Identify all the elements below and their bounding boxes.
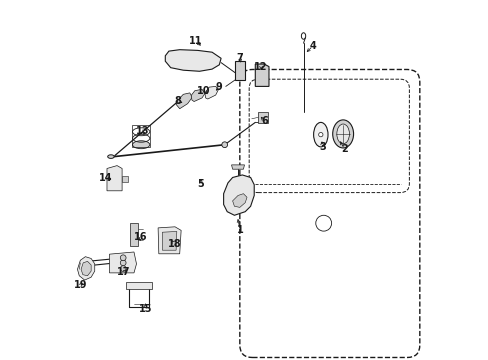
Polygon shape (223, 175, 254, 215)
Polygon shape (232, 194, 246, 207)
Polygon shape (109, 252, 136, 273)
Text: 7: 7 (236, 53, 243, 63)
Text: 2: 2 (341, 144, 347, 154)
Polygon shape (204, 86, 218, 99)
Circle shape (318, 132, 322, 137)
Polygon shape (255, 64, 268, 86)
Text: 13: 13 (135, 126, 149, 136)
Ellipse shape (313, 122, 327, 147)
Polygon shape (107, 166, 122, 191)
Text: 4: 4 (309, 41, 316, 51)
Text: 9: 9 (216, 82, 222, 92)
Polygon shape (126, 282, 152, 289)
Polygon shape (231, 165, 244, 169)
Text: 1: 1 (236, 225, 243, 235)
Text: 3: 3 (318, 141, 325, 152)
Polygon shape (130, 223, 138, 246)
Text: 12: 12 (254, 62, 267, 72)
Polygon shape (122, 176, 127, 182)
Text: 19: 19 (73, 280, 87, 290)
Ellipse shape (107, 155, 114, 158)
Text: 16: 16 (134, 232, 147, 242)
Circle shape (120, 266, 126, 271)
Polygon shape (77, 257, 95, 280)
Text: 8: 8 (174, 96, 181, 106)
Circle shape (120, 255, 126, 261)
Polygon shape (165, 50, 221, 71)
Text: 10: 10 (197, 86, 210, 96)
Ellipse shape (336, 124, 349, 144)
Polygon shape (158, 227, 181, 254)
Ellipse shape (332, 120, 353, 148)
Polygon shape (176, 93, 192, 109)
Circle shape (120, 260, 126, 266)
Text: 14: 14 (99, 173, 112, 183)
Polygon shape (235, 61, 244, 80)
Polygon shape (162, 231, 177, 250)
Polygon shape (258, 112, 268, 123)
Text: 6: 6 (261, 116, 267, 126)
Text: 17: 17 (117, 267, 130, 277)
Circle shape (222, 142, 227, 148)
Ellipse shape (132, 141, 149, 149)
Text: 18: 18 (167, 239, 181, 249)
Text: 15: 15 (139, 303, 152, 314)
Text: 5: 5 (197, 179, 203, 189)
Polygon shape (191, 89, 204, 102)
Text: 11: 11 (189, 36, 202, 46)
Polygon shape (81, 261, 91, 276)
